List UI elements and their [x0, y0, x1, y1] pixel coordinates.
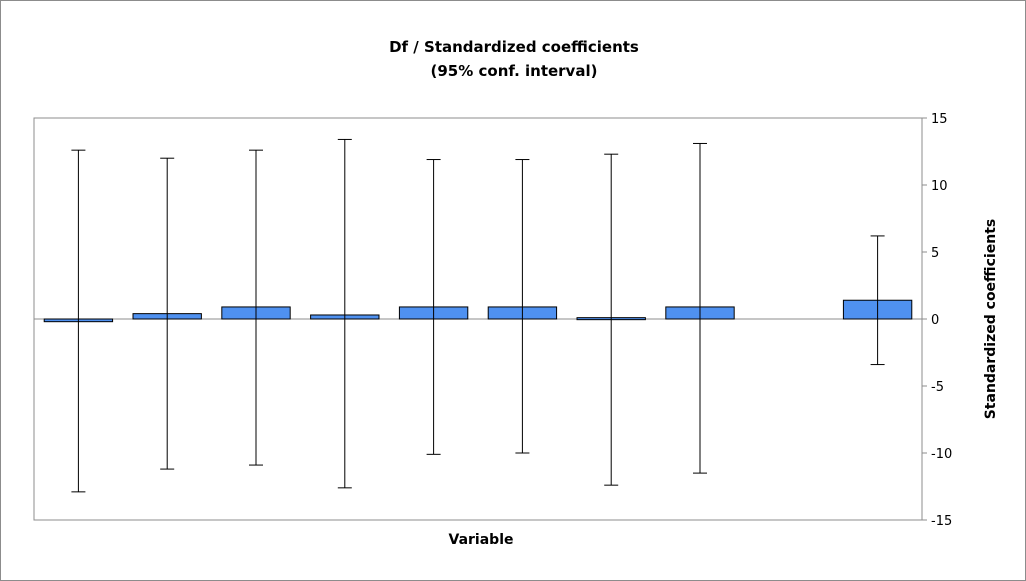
- y-tick-label: -5: [931, 380, 944, 395]
- chart-title: Df / Standardized coefficients: [389, 38, 639, 56]
- y-tick-label: 10: [931, 179, 948, 194]
- y-tick-label: 5: [931, 246, 939, 261]
- y-tick-label: 0: [931, 313, 939, 328]
- y-tick-label: -15: [931, 514, 952, 529]
- y-axis-title: Standardized coefficients: [983, 219, 999, 420]
- chart-subtitle: (95% conf. interval): [431, 62, 598, 80]
- y-tick-label: -10: [931, 447, 952, 462]
- x-axis-title: Variable: [449, 532, 514, 548]
- y-tick-label: 15: [931, 112, 948, 127]
